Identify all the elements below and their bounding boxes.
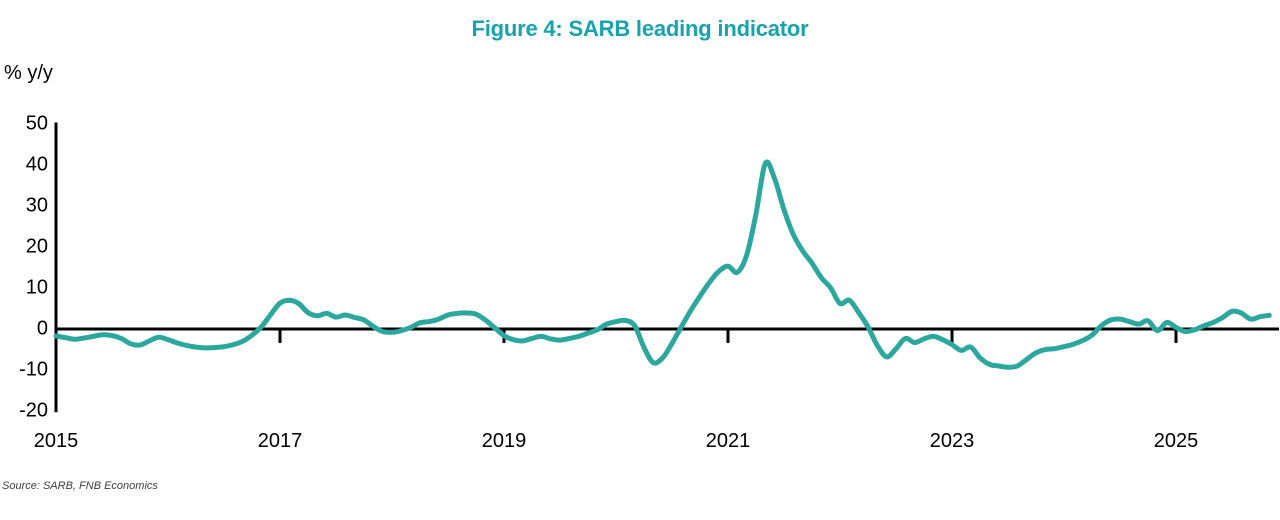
y-tick-label-50: 50 [25, 112, 48, 134]
y-tick-label-0: 0 [36, 317, 48, 340]
x-tick-label-2019: 2019 [481, 430, 527, 452]
x-tick-label-2021: 2021 [705, 430, 751, 452]
y-tick-label-40: 40 [25, 153, 48, 176]
x-tick-label-2023: 2023 [929, 430, 975, 452]
y-tick-label-30: 30 [25, 194, 48, 217]
y-tick-label--20: -20 [19, 399, 48, 422]
y-axis-unit-label: % y/y [4, 62, 53, 84]
y-tick-label--10: -10 [19, 358, 48, 381]
x-tick-label-2017: 2017 [257, 430, 303, 452]
x-tick-label-2025: 2025 [1153, 430, 1199, 452]
source-note: Source: SARB, FNB Economics [2, 480, 158, 492]
indicator-line [53, 159, 1272, 370]
chart-title: Figure 4: SARB leading indicator [471, 16, 809, 41]
y-tick-label-10: 10 [25, 276, 48, 299]
y-tick-label-20: 20 [25, 235, 48, 258]
x-tick-label-2015: 2015 [33, 430, 79, 452]
